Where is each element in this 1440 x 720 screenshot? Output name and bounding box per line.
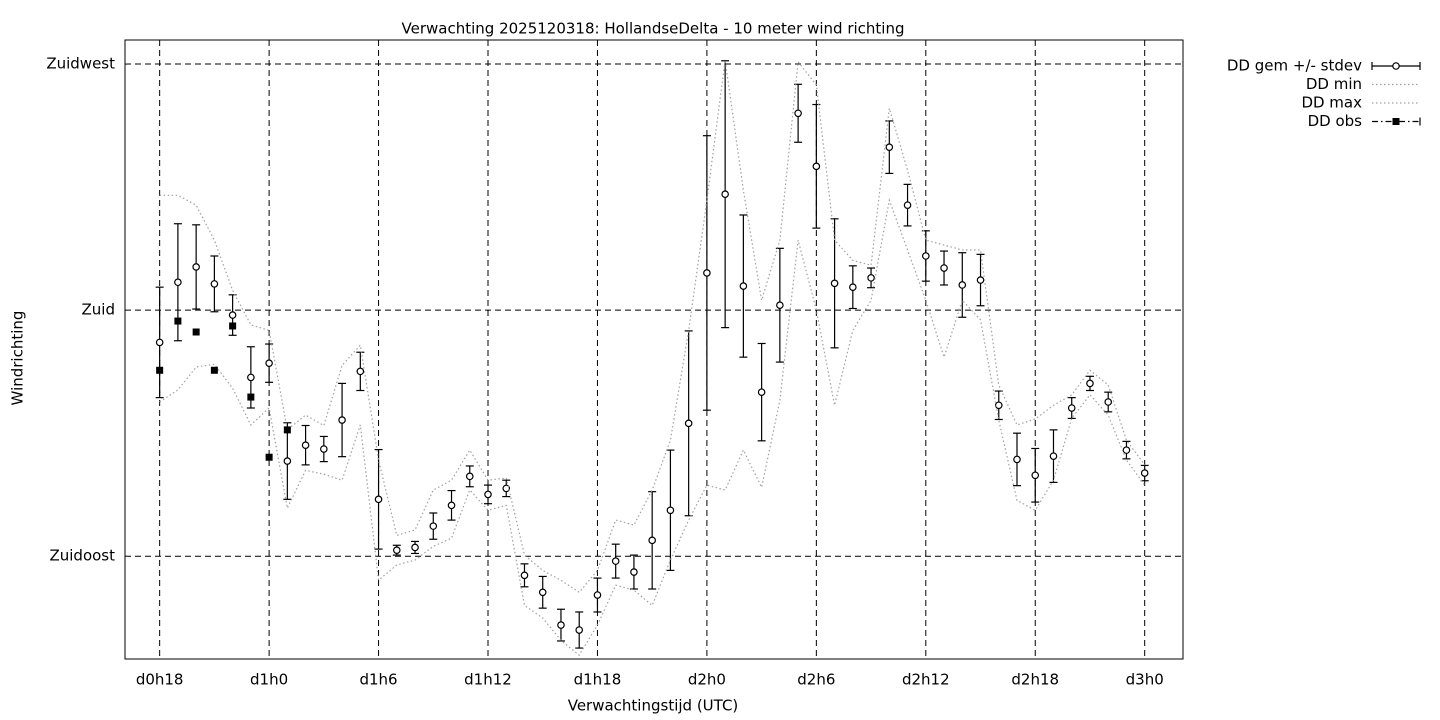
range-line xyxy=(159,197,1146,657)
mean-point xyxy=(903,201,912,209)
mean-point xyxy=(794,109,802,118)
plot-frame xyxy=(124,39,1184,660)
mean-point xyxy=(630,568,638,576)
x-tick-label: d1h6 xyxy=(359,671,397,689)
mean-point xyxy=(447,501,456,510)
y-axis-label: Windrichting xyxy=(9,311,27,406)
legend-sample xyxy=(1392,118,1400,125)
mean-point xyxy=(1104,398,1113,406)
mean-point xyxy=(320,445,328,453)
mean-point xyxy=(684,419,693,428)
mean-point xyxy=(192,263,200,271)
mean-point xyxy=(994,401,1003,410)
mean-point xyxy=(538,588,547,597)
mean-point xyxy=(1140,469,1149,477)
obs-point xyxy=(265,453,273,461)
legend-sample xyxy=(1392,62,1400,70)
y-tick-label: Zuidoost xyxy=(49,547,115,565)
legend-label: DD max xyxy=(1301,94,1362,112)
mean-point xyxy=(611,557,620,565)
mean-point xyxy=(830,279,839,288)
mean-point xyxy=(484,490,492,499)
y-tick-label: Zuidwest xyxy=(46,55,115,73)
x-tick-label: d3h0 xyxy=(1126,671,1164,689)
mean-point xyxy=(757,388,766,396)
x-tick-label: d2h6 xyxy=(797,671,835,689)
obs-point xyxy=(247,393,255,401)
mean-point xyxy=(557,621,565,629)
x-tick-label: d0h18 xyxy=(136,671,184,689)
mean-point xyxy=(1122,446,1131,454)
mean-point xyxy=(520,571,529,580)
obs-point xyxy=(229,322,237,330)
mean-point xyxy=(885,143,894,151)
obs-point xyxy=(174,317,182,325)
mean-point xyxy=(703,269,711,277)
mean-point xyxy=(739,282,748,290)
obs-point xyxy=(192,328,200,336)
mean-point xyxy=(429,522,438,530)
legend-label: DD gem +/- stdev xyxy=(1227,57,1362,75)
x-axis-label: Verwachtingstijd (UTC) xyxy=(568,697,739,715)
mean-point xyxy=(1013,455,1021,464)
mean-point xyxy=(921,252,930,260)
x-tick-label: d2h18 xyxy=(1011,671,1059,689)
x-tick-label: d1h0 xyxy=(250,671,288,689)
mean-point xyxy=(247,373,255,382)
mean-point xyxy=(465,472,474,481)
mean-point xyxy=(812,162,821,171)
mean-point xyxy=(1031,471,1040,480)
obs-point xyxy=(156,366,164,374)
mean-point xyxy=(958,281,967,289)
mean-point xyxy=(849,283,857,291)
x-tick-label: d2h0 xyxy=(688,671,726,689)
mean-point xyxy=(1086,379,1094,388)
mean-point xyxy=(1049,452,1058,460)
mean-point xyxy=(411,543,419,552)
mean-point xyxy=(374,495,383,504)
obs-point xyxy=(283,426,291,434)
x-tick-label: d2h12 xyxy=(902,671,950,689)
mean-point xyxy=(338,416,346,424)
x-tick-label: d1h18 xyxy=(574,671,622,689)
obs-point xyxy=(210,366,218,374)
mean-point xyxy=(210,280,219,288)
mean-point xyxy=(265,359,273,367)
mean-point xyxy=(976,276,985,284)
legend-label: DD min xyxy=(1306,75,1362,93)
y-tick-label: Zuid xyxy=(82,301,115,319)
mean-point xyxy=(392,546,401,554)
mean-point xyxy=(356,367,365,376)
mean-point xyxy=(776,301,784,310)
mean-point xyxy=(228,311,237,319)
legend-label: DD obs xyxy=(1308,112,1363,130)
mean-point xyxy=(666,506,675,515)
chart-title: Verwachting 2025120318: HollandseDelta -… xyxy=(402,20,905,38)
mean-point xyxy=(648,536,656,545)
mean-point xyxy=(155,338,164,347)
mean-point xyxy=(283,457,292,465)
x-tick-label: d1h12 xyxy=(464,671,512,689)
mean-point xyxy=(593,591,602,599)
mean-point xyxy=(940,264,948,272)
mean-point xyxy=(867,274,875,282)
mean-point xyxy=(575,626,584,634)
mean-point xyxy=(721,190,729,199)
mean-point xyxy=(174,278,182,287)
mean-point xyxy=(301,441,310,449)
mean-point xyxy=(1067,404,1076,412)
